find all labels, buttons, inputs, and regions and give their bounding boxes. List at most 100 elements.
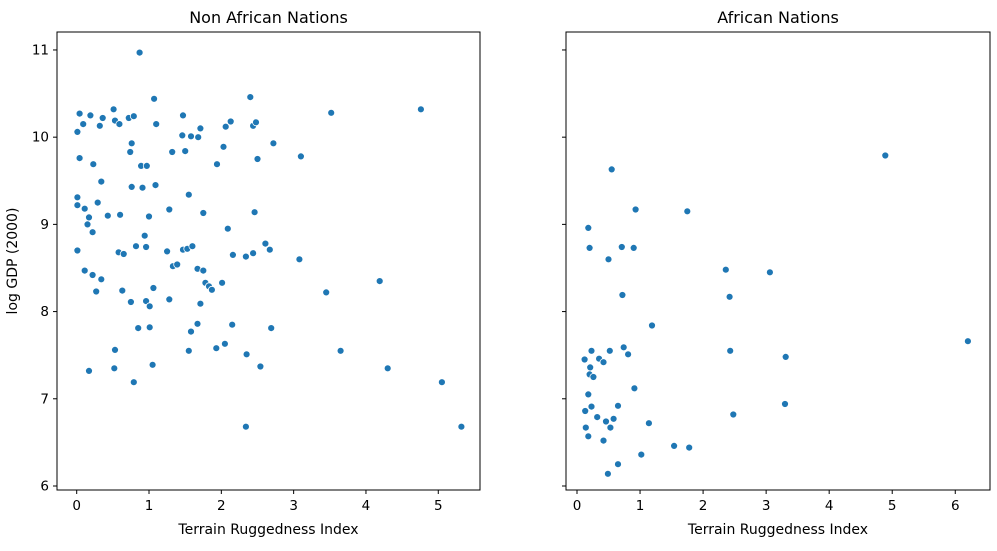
data-point [93, 198, 102, 207]
data-point [599, 358, 608, 367]
x-tick-label: 1 [636, 498, 645, 514]
data-point [109, 105, 118, 114]
data-point [581, 407, 590, 415]
data-point [602, 417, 610, 426]
data-point [584, 223, 593, 232]
data-point [631, 205, 640, 214]
data-point [629, 243, 638, 252]
data-point [142, 297, 151, 306]
data-point [196, 299, 205, 308]
data-point [129, 112, 138, 121]
data-point [587, 402, 596, 411]
x-axis-label: Terrain Ruggedness Index [177, 522, 358, 538]
x-tick-label: 2 [699, 498, 708, 514]
data-point [142, 243, 151, 251]
data-point [269, 139, 278, 148]
data-point [152, 120, 161, 128]
data-point [614, 401, 622, 410]
data-point [581, 423, 590, 432]
data-point [221, 122, 230, 131]
data-point [327, 108, 336, 117]
data-point [246, 93, 255, 101]
data-point [111, 345, 119, 354]
subplot-african-nations: 0 1 2 3 4 5 6 African Nations Terrain Ruggedness… [562, 8, 991, 538]
data-point [173, 260, 182, 269]
data-point [95, 121, 104, 130]
data-point [103, 211, 112, 220]
data-point [336, 346, 345, 355]
data-point [220, 339, 229, 348]
data-point [383, 364, 392, 373]
data-point [73, 127, 82, 136]
x-tick-label: 5 [888, 498, 897, 514]
data-point [252, 118, 260, 127]
y-tick-label: 6 [40, 478, 49, 494]
data-point [587, 346, 596, 355]
subplot-non-african-nations: 0 1 2 3 4 5 6 7 8 9 10 11 Non African Nations Terrain… [5, 8, 481, 538]
data-point [296, 152, 305, 161]
x-tick-label: 3 [289, 498, 298, 514]
x-tick-label: 6 [951, 498, 960, 514]
data-point [145, 212, 153, 221]
axes-box [56, 31, 481, 491]
data-point [75, 154, 84, 163]
data-point [151, 181, 160, 190]
data-point [145, 302, 154, 311]
data-point [212, 344, 221, 353]
data-point [606, 423, 615, 432]
data-point [637, 450, 646, 459]
axes-box [565, 31, 991, 491]
data-point [168, 148, 177, 156]
data-point [584, 432, 593, 441]
data-point [295, 255, 304, 264]
data-point [604, 469, 612, 478]
data-point [580, 355, 589, 364]
x-tick-label: 1 [145, 498, 154, 514]
data-point [138, 183, 147, 192]
data-point [207, 285, 216, 294]
data-point [187, 327, 195, 336]
data-point [126, 148, 135, 156]
data-point [630, 384, 639, 393]
data-point [179, 111, 187, 120]
data-point [181, 147, 190, 156]
data-point [115, 120, 124, 128]
data-point [184, 190, 193, 199]
data-point [119, 250, 128, 258]
data-point [142, 161, 151, 170]
data-point [134, 324, 143, 333]
data-point [729, 410, 738, 419]
subplot-title: African Nations [717, 8, 839, 27]
data-point [219, 142, 228, 151]
data-point [178, 131, 187, 140]
x-tick-label: 4 [825, 498, 834, 514]
x-axis-label: Terrain Ruggedness Index [687, 522, 868, 538]
data-point [187, 132, 195, 141]
data-point [73, 201, 82, 210]
data-point [75, 109, 84, 118]
data-point [589, 373, 598, 381]
data-point [241, 252, 250, 261]
data-point [135, 48, 144, 57]
data-point [648, 321, 656, 330]
data-point [726, 346, 735, 355]
data-point [250, 208, 259, 217]
data-point [223, 224, 232, 233]
y-tick-label: 11 [32, 42, 49, 58]
x-tick-label: 0 [573, 498, 582, 514]
data-point [163, 247, 172, 256]
data-point [617, 243, 626, 251]
data-point [118, 286, 127, 295]
data-point [92, 287, 101, 296]
data-point [80, 204, 89, 213]
subplot-title: Non African Nations [189, 8, 348, 27]
data-point [781, 352, 790, 361]
data-point [618, 291, 627, 299]
data-point [226, 117, 235, 126]
x-tick-label: 3 [762, 498, 771, 514]
data-point [593, 413, 602, 422]
data-point [199, 209, 208, 217]
data-point [645, 419, 653, 428]
